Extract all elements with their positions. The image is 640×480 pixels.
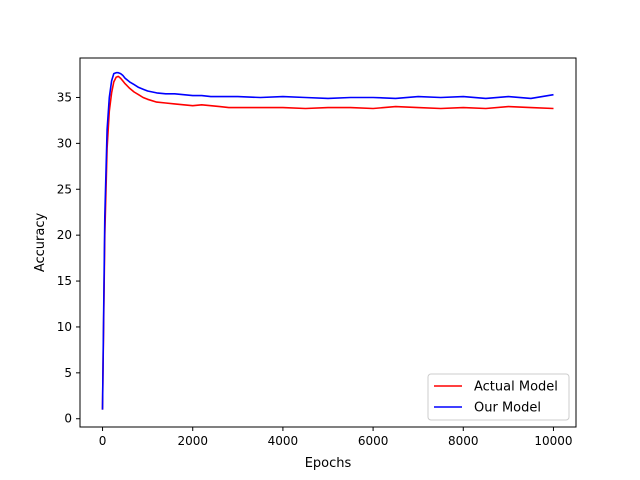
legend-frame (427, 373, 570, 421)
series-line-our-model (101, 71, 554, 410)
legend: Actual Model Our Model (427, 373, 570, 421)
x-tick-label: 10000 (534, 434, 572, 448)
x-tick-label: 0 (99, 434, 107, 448)
y-tick-label: 30 (57, 136, 72, 150)
legend-label-actual-model: Actual Model (474, 380, 558, 395)
legend-label-our-model: Our Model (474, 401, 541, 416)
series-line-actual-model (101, 75, 554, 410)
x-tick-label: 2000 (177, 434, 208, 448)
x-tick-label: 4000 (268, 434, 299, 448)
y-tick-label: 20 (57, 228, 72, 242)
y-axis-label: Accuracy (33, 213, 48, 273)
y-tick-label: 10 (57, 320, 72, 334)
y-tick-label: 5 (64, 366, 72, 380)
x-tick-label: 6000 (358, 434, 389, 448)
y-tick-label: 0 (64, 412, 72, 426)
x-axis-label: Epochs (305, 456, 352, 471)
y-tick-label: 25 (57, 182, 72, 196)
y-tick-label: 35 (57, 90, 72, 104)
x-tick-label: 8000 (448, 434, 479, 448)
y-tick-label: 15 (57, 274, 72, 288)
plot-frame (79, 57, 577, 428)
